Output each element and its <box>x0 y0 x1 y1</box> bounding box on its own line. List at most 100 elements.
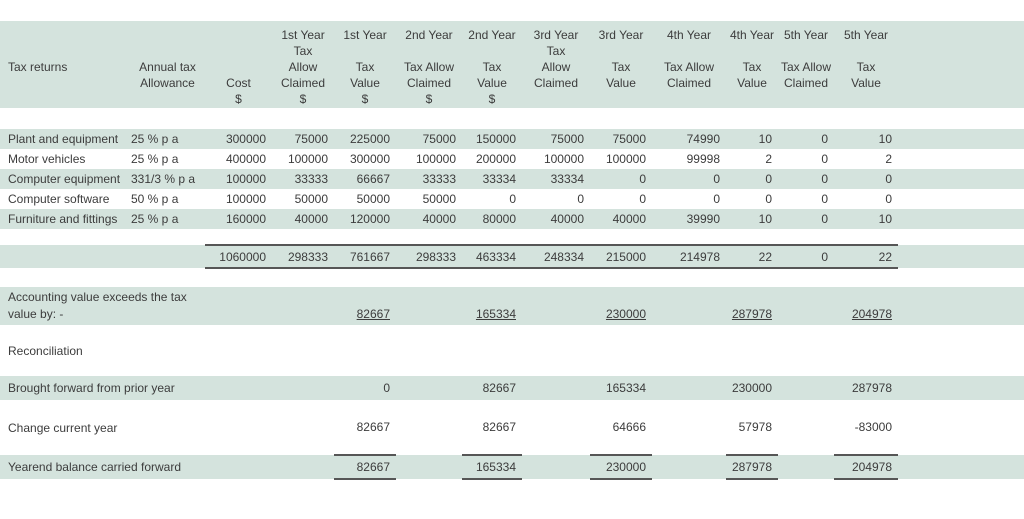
col-header-cost: Cost $ <box>226 76 251 106</box>
y5-value-cell: 0 <box>885 192 892 206</box>
y1-allow-cell: 100000 <box>287 152 328 166</box>
empty-cell <box>778 287 834 325</box>
empty-cell <box>522 400 590 455</box>
y2-allow-cell: 100000 <box>415 152 456 166</box>
y5-value-cell: -83000 <box>854 420 892 434</box>
total-y4-allow-cell: 214978 <box>652 244 726 269</box>
filler-cell <box>898 189 1024 209</box>
y3-allow-cell: 33334 <box>550 172 584 186</box>
y5-value-cell: 204978 <box>834 454 898 480</box>
accounting-value-row: Accounting value exceeds the tax value b… <box>0 287 1024 325</box>
annual-allowance-cell <box>130 245 205 268</box>
y5-allow-cell: 0 <box>821 132 828 146</box>
y4-value-cell: 10 <box>758 132 772 146</box>
filler-cell <box>898 209 1024 229</box>
header-row: Tax returns Annual tax Allowance Cost $ … <box>0 21 1024 108</box>
y5-value-cell: 2 <box>885 152 892 166</box>
empty-cell <box>522 287 590 325</box>
y1-value-cell: 82667 <box>356 420 390 434</box>
col-header-year5-tax-value: 5th Year Tax Value <box>843 28 889 90</box>
filler-cell <box>898 245 1024 268</box>
y5-allow-cell: 0 <box>821 172 828 186</box>
empty-cell <box>272 400 334 455</box>
empty-cell <box>652 400 726 455</box>
asset-row-computer-equipment: Computer equipment 331/3 % p a 100000 33… <box>0 169 1024 189</box>
col-header-year2-tax-allow-claimed: 2nd Year Tax Allow Claimed $ <box>403 28 455 106</box>
annual-allowance-cell: 25 % p a <box>131 132 179 146</box>
y3-value-cell: 165334 <box>605 381 646 395</box>
filler-cell <box>898 376 1024 400</box>
y1-value-cell: 225000 <box>349 132 390 146</box>
y4-value-cell: 0 <box>765 172 772 186</box>
brought-forward-row: Brought forward from prior year 0 82667 … <box>0 376 1024 400</box>
empty-cell <box>652 455 726 479</box>
col-header-year4-tax-value: 4th Year Tax Value <box>729 28 775 90</box>
y5-value-cell: 10 <box>878 132 892 146</box>
underlined-value: 204978 <box>851 307 892 321</box>
total-y5-value-cell: 22 <box>834 244 898 269</box>
y3-value-cell: 75000 <box>612 132 646 146</box>
col-header-year4-tax-allow-claimed: 4th Year Tax Allow Claimed <box>663 28 715 90</box>
col-header-year3-tax-value: 3rd Year Tax Value <box>598 28 644 90</box>
y3-value-cell: 0 <box>639 192 646 206</box>
y1-allow-cell: 33333 <box>294 172 328 186</box>
spacer-row <box>0 268 1024 287</box>
y2-value-cell: 80000 <box>482 212 516 226</box>
empty-cell <box>396 376 462 400</box>
y4-value-cell: 230000 <box>731 381 772 395</box>
y5-allow-cell: 0 <box>821 192 828 206</box>
y3-value-cell: 64666 <box>612 420 646 434</box>
tax-returns-table: Tax returns Annual tax Allowance Cost $ … <box>0 21 1024 480</box>
y5-allow-cell: 0 <box>821 212 828 226</box>
row-label: Computer software <box>8 192 110 206</box>
y3-allow-cell: 0 <box>577 192 584 206</box>
cost-cell: 160000 <box>225 212 266 226</box>
y4-value-cell: 0 <box>765 192 772 206</box>
y4-value-cell: 287978 <box>726 454 778 480</box>
asset-row-motor-vehicles: Motor vehicles 25 % p a 400000 100000 30… <box>0 149 1024 169</box>
y5-value-cell: 287978 <box>851 381 892 395</box>
col-header-year2-tax-value: 2nd Year Tax Value $ <box>468 28 516 106</box>
y3-allow-cell: 75000 <box>550 132 584 146</box>
col-header-year1-tax-allow-claimed: 1st Year Tax Allow Claimed $ <box>280 28 325 106</box>
accounting-value-label: Accounting value exceeds the tax value b… <box>8 290 187 321</box>
totals-row: 1060000 298333 761667 298333 463334 2483… <box>0 244 1024 269</box>
underlined-value: 165334 <box>475 307 516 321</box>
y5-value-cell: 0 <box>885 172 892 186</box>
y2-value-cell: 33334 <box>482 172 516 186</box>
empty-cell <box>396 455 462 479</box>
filler-cell <box>898 287 1024 325</box>
y2-value-cell: 165334 <box>462 287 522 325</box>
y2-value-cell: 0 <box>509 192 516 206</box>
total-y2-allow-cell: 298333 <box>396 244 462 269</box>
empty-cell <box>522 376 590 400</box>
y4-allow-cell: 0 <box>713 172 720 186</box>
spacer-row <box>0 108 1024 129</box>
header-filler <box>898 21 1024 108</box>
y3-value-cell: 230000 <box>590 454 652 480</box>
y2-value-cell: 150000 <box>475 132 516 146</box>
total-cost-cell: 1060000 <box>205 244 272 269</box>
row-label: Yearend balance carried forward <box>8 460 181 474</box>
empty-cell <box>522 455 590 479</box>
y1-value-cell: 300000 <box>349 152 390 166</box>
empty-cell <box>396 400 462 455</box>
y2-value-cell: 82667 <box>482 381 516 395</box>
row-label <box>0 245 130 268</box>
y1-value-cell: 50000 <box>356 192 390 206</box>
col-header-year5-tax-allow-claimed: 5th Year Tax Allow Claimed <box>780 28 832 90</box>
reconciliation-title-row: Reconciliation <box>0 325 1024 376</box>
cost-cell: 100000 <box>225 192 266 206</box>
underlined-value: 287978 <box>731 307 772 321</box>
y4-value-cell: 2 <box>765 152 772 166</box>
annual-allowance-cell: 331/3 % p a <box>131 172 196 186</box>
col-header-tax-returns: Tax returns <box>8 60 68 74</box>
total-y1-allow-cell: 298333 <box>272 244 334 269</box>
row-label: Brought forward from prior year <box>8 381 175 395</box>
row-label: Plant and equipment <box>8 132 119 146</box>
empty-cell <box>396 287 462 325</box>
empty-cell <box>272 455 334 479</box>
y1-value-cell: 66667 <box>356 172 390 186</box>
y2-value-cell: 165334 <box>462 454 522 480</box>
asset-row-plant-and-equipment: Plant and equipment 25 % p a 300000 7500… <box>0 129 1024 149</box>
